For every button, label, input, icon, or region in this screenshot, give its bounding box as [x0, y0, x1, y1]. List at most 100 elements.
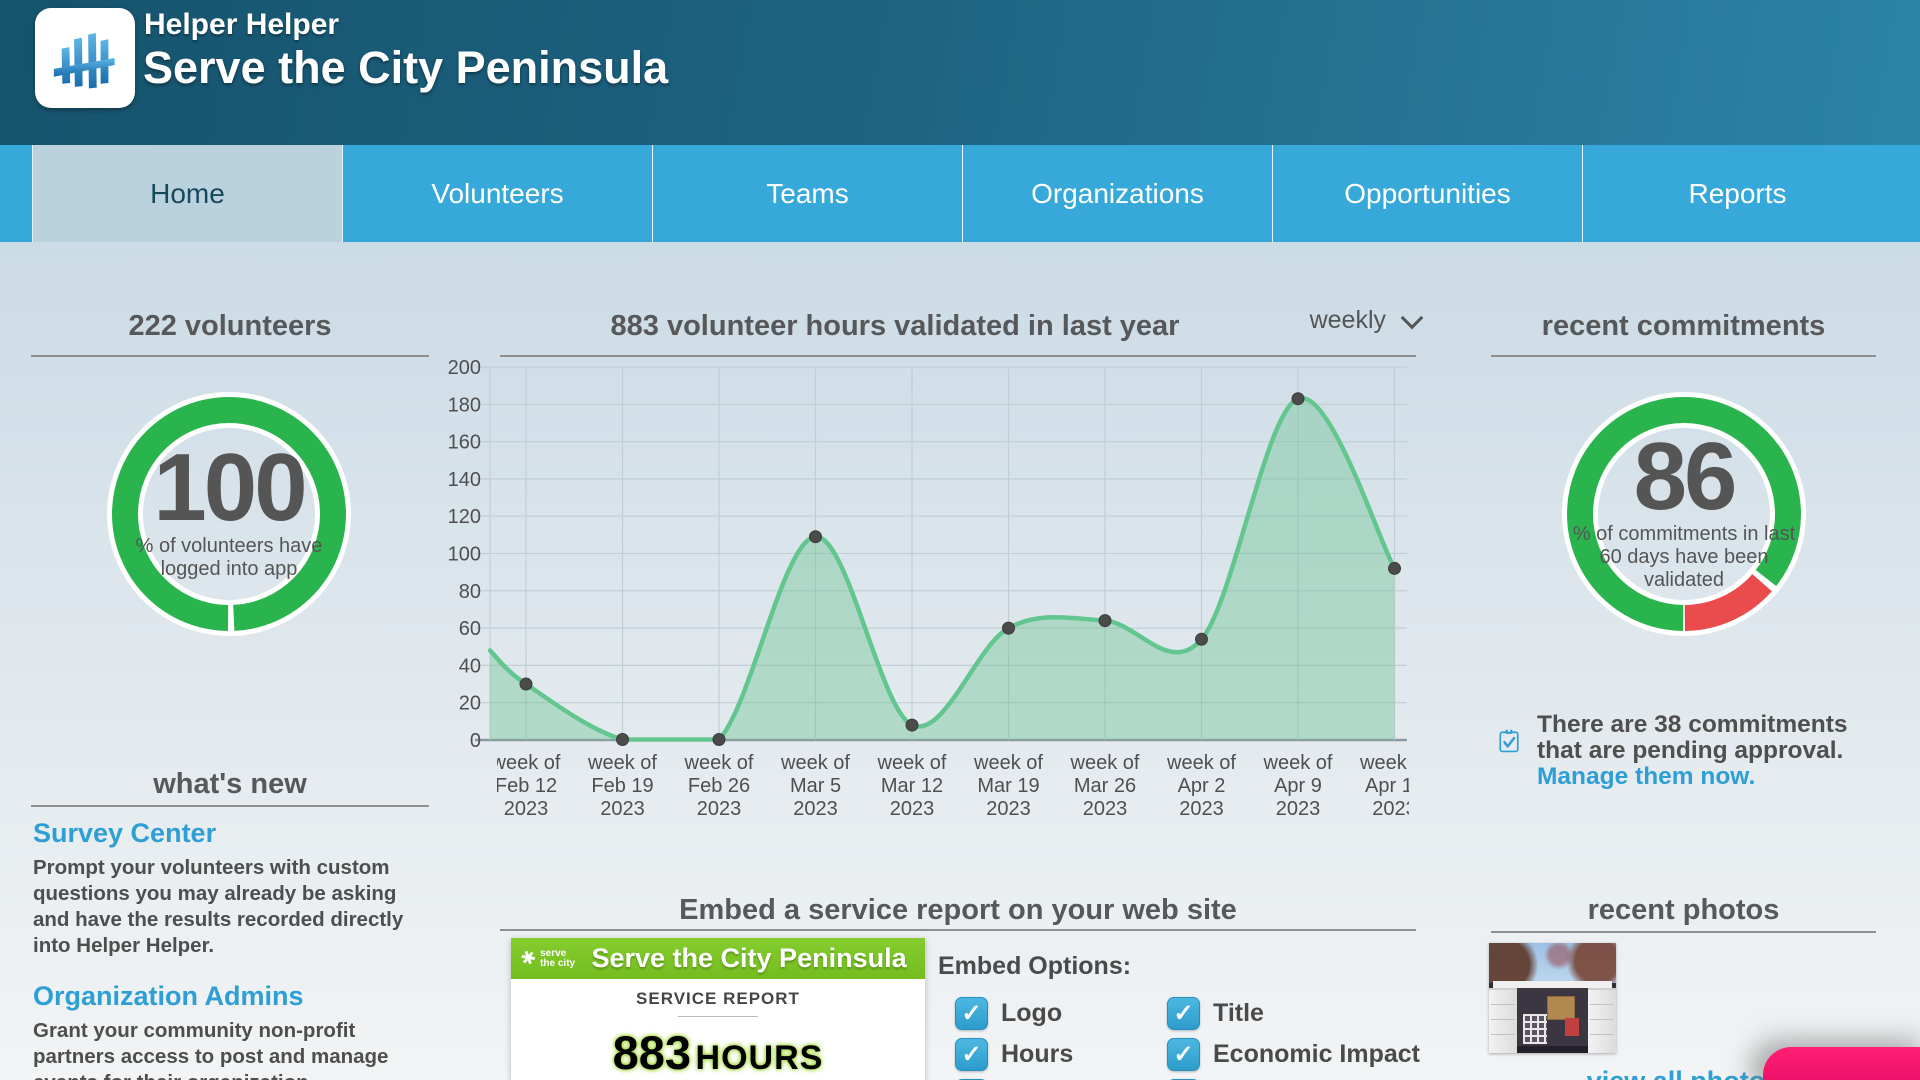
- embed-option-title: ✓ Title: [1167, 996, 1435, 1030]
- photo-box: [1547, 996, 1575, 1020]
- checkbox-title[interactable]: ✓: [1167, 996, 1200, 1030]
- chat-launcher-button[interactable]: [1763, 1047, 1920, 1080]
- volunteers-donut-caption: % of volunteers have logged into app: [135, 534, 323, 580]
- section-underline: [500, 355, 1416, 357]
- photo-container-roof: [1493, 981, 1612, 988]
- data-point-Feb-19: [616, 733, 629, 746]
- data-point-Apr-9: [1291, 392, 1305, 406]
- report-card-org-name: Serve the City Peninsula: [591, 943, 907, 973]
- embed-option-hours: ✓ Hours: [955, 1037, 1167, 1071]
- section-underline: [1491, 355, 1876, 357]
- manage-now-link[interactable]: Manage them now.: [1537, 763, 1756, 790]
- photo-shelf: [1523, 1014, 1547, 1044]
- section-underline: [500, 929, 1416, 931]
- volunteers-donut-chart: 100 % of volunteers have logged into app: [103, 388, 355, 640]
- svg-text:200: 200: [448, 357, 481, 379]
- app-name: Helper Helper: [144, 8, 340, 41]
- svg-text:40: 40: [459, 655, 481, 677]
- period-selector[interactable]: weekly: [1286, 306, 1424, 335]
- data-point-Mar-5: [809, 530, 822, 544]
- embed-option-extra-4: ✓: [955, 1078, 1167, 1080]
- svg-text:160: 160: [448, 432, 481, 454]
- tab-opportunities[interactable]: Opportunities: [1272, 145, 1582, 242]
- whats-new-link-0[interactable]: Survey Center: [33, 818, 217, 848]
- section-underline: [31, 355, 429, 357]
- pending-commitments: There are 38 commitments that are pendin…: [1499, 712, 1891, 790]
- checkbox-economic-impact[interactable]: ✓: [1167, 1037, 1200, 1071]
- hh-logo-icon: [53, 33, 115, 89]
- commitments-donut-value: 86: [1633, 422, 1738, 530]
- nav-spacer: [0, 145, 32, 242]
- view-all-photos-link[interactable]: view all photos: [1491, 1066, 1876, 1080]
- svg-text:180: 180: [448, 394, 481, 416]
- tab-home[interactable]: Home: [32, 145, 342, 242]
- report-card-header: ✱ serve the city Serve the City Peninsul…: [511, 938, 925, 979]
- stc-logo-text: serve the city: [540, 947, 576, 969]
- donut-svg: [107, 392, 351, 636]
- tab-reports[interactable]: Reports: [1582, 145, 1892, 242]
- recent-photo-thumbnail[interactable]: [1489, 943, 1616, 1053]
- whats-new-title: what's new: [153, 768, 307, 800]
- embed-options-label: Embed Options:: [938, 952, 1132, 980]
- data-point-Apr-2: [1195, 632, 1208, 646]
- chevron-down-icon: [1400, 306, 1424, 329]
- checkbox-logo[interactable]: ✓: [955, 996, 988, 1030]
- stc-hand-icon: ✱: [517, 946, 539, 971]
- helper-helper-logo[interactable]: [35, 8, 135, 108]
- tab-teams[interactable]: Teams: [652, 145, 962, 242]
- tab-volunteers[interactable]: Volunteers: [342, 145, 652, 242]
- report-card-body: SERVICE REPORT 883 HOURS SINCE JANUARY 1…: [511, 989, 925, 1080]
- period-selector-value: weekly: [1309, 306, 1386, 334]
- whats-new-text-1: Grant your community non-profit partners…: [33, 1019, 389, 1080]
- embed-option-extra-5: ✓: [1167, 1078, 1435, 1080]
- stc-logo-line2: the city: [540, 957, 576, 969]
- section-underline: [1491, 931, 1876, 933]
- embed-options-grid: ✓Logo✓Title✓Hours✓Economic Impact✓✓: [955, 996, 1435, 1080]
- data-point-Apr-16: [1388, 561, 1401, 575]
- app-header: Helper Helper Serve the City Peninsula: [0, 0, 1920, 145]
- clipboard-check-icon: [1499, 729, 1519, 753]
- service-report-label: SERVICE REPORT: [636, 989, 800, 1008]
- photo-container-interior: [1517, 988, 1588, 1053]
- svg-text:80: 80: [459, 581, 481, 603]
- photo-floor: [1517, 1046, 1588, 1053]
- hours-chart-svg: 0 20 40 60 80 100 120 140 160 180 200 week of Feb 12…: [448, 357, 1409, 820]
- report-hours: 883 HOURS: [511, 1025, 925, 1080]
- checkbox-label: Hours: [1001, 1039, 1074, 1068]
- donut-svg: [1562, 392, 1806, 636]
- section-underline: [31, 805, 429, 807]
- svg-text:0: 0: [470, 730, 481, 752]
- svg-text:140: 140: [448, 469, 481, 491]
- hours-chart: 0 20 40 60 80 100 120 140 160 180 200 week of Feb 12…: [445, 355, 1420, 840]
- whats-new-link-1[interactable]: Organization Admins: [33, 981, 304, 1011]
- pending-text: There are 38 commitments that are pendin…: [1537, 711, 1848, 764]
- commitments-section-title: recent commitments: [1541, 310, 1826, 342]
- data-point-Mar-26: [1098, 614, 1112, 628]
- checkbox-label: Logo: [1001, 998, 1063, 1027]
- whats-new-list: Survey Center Prompt your volunteers with…: [33, 818, 433, 1080]
- embed-option-logo: ✓ Logo: [955, 996, 1167, 1030]
- photo-right-door: [1588, 988, 1616, 1053]
- embed-section-title: Embed a service report on your web site: [679, 894, 1237, 926]
- report-hours-number: 883: [612, 1026, 692, 1079]
- stc-logo-line1: serve: [540, 947, 567, 959]
- photo-box: [1565, 1018, 1579, 1036]
- nav-filler: [1892, 145, 1920, 242]
- service-report-preview: ✱ serve the city Serve the City Peninsul…: [511, 938, 925, 1080]
- checkbox-hours[interactable]: ✓: [955, 1037, 988, 1071]
- tab-organizations[interactable]: Organizations: [962, 145, 1272, 242]
- data-point-Feb-26: [712, 733, 726, 746]
- photo-left-door: [1489, 988, 1517, 1053]
- volunteers-section-title: 222 volunteers: [128, 310, 332, 342]
- embed-option-economic-impact: ✓ Economic Impact: [1167, 1037, 1435, 1071]
